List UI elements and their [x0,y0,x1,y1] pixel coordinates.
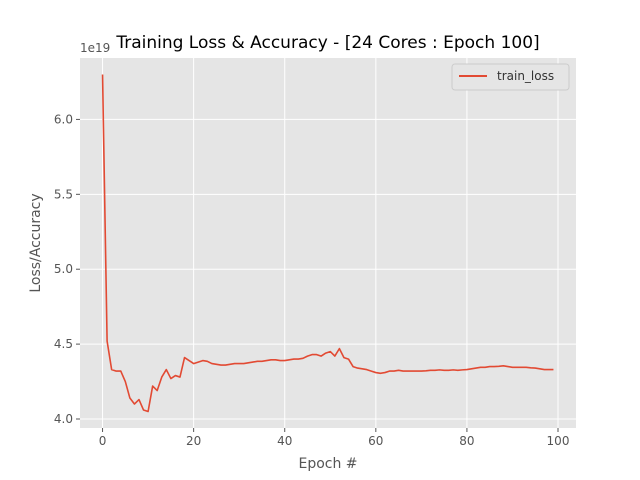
y-tick-label: 5.0 [54,262,73,276]
y-offset-label: 1e19 [80,41,110,55]
y-tick-label: 5.5 [54,187,73,201]
y-tick-label: 6.0 [54,112,73,126]
y-axis-label: Loss/Accuracy [28,193,44,292]
x-tick-label: 60 [368,434,383,448]
x-tick-label: 80 [459,434,474,448]
x-tick-label: 100 [547,434,570,448]
series-line-train_loss [101,74,554,413]
x-tick-label: 0 [99,434,107,448]
legend-box [451,63,570,91]
x-tick-label: 40 [277,434,292,448]
chart-title: Training Loss & Accuracy - [24 Cores : E… [115,33,539,53]
plot-area [80,58,576,428]
y-axis: 4.0 4.5 5.0 5.5 6.0 [54,112,80,426]
series-layer [101,74,554,413]
y-tick-label: 4.5 [54,337,73,351]
x-tick-label: 20 [186,434,201,448]
y-tick-label: 4.0 [54,412,73,426]
legend-label: train_loss [497,69,554,83]
grid [80,58,576,428]
x-axis: 0 20 40 60 80 100 [99,428,570,448]
x-axis-label: Epoch # [298,456,357,472]
legend: train_loss [451,63,570,91]
